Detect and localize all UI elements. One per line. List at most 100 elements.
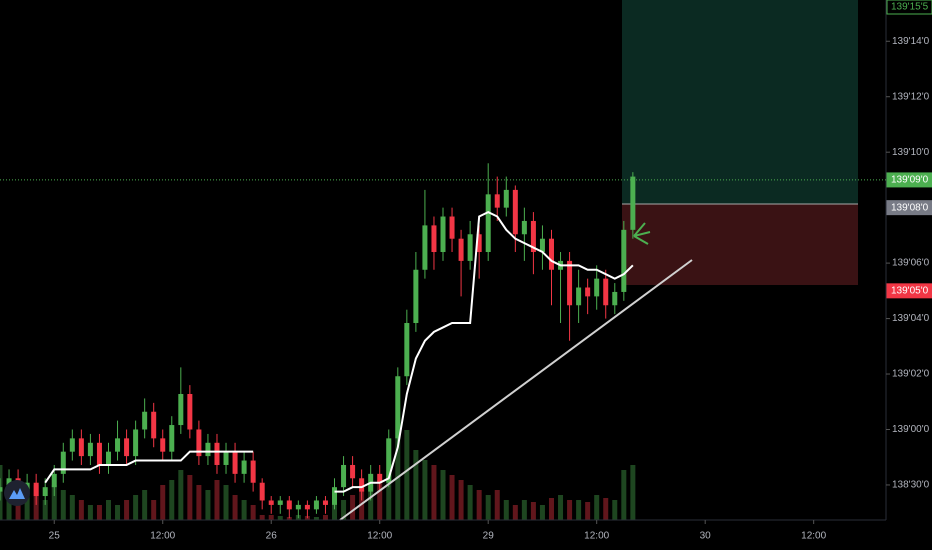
volume-bar xyxy=(124,500,130,520)
candle-body xyxy=(223,451,229,465)
volume-bar xyxy=(259,515,265,520)
volume-bar xyxy=(160,485,166,520)
marks xyxy=(0,163,636,520)
price-label: 139'15'5 xyxy=(891,2,929,13)
volume-bar xyxy=(332,505,338,520)
candle-body xyxy=(476,234,482,253)
price-label: 139'05'0 xyxy=(891,285,929,296)
candle-body xyxy=(431,225,437,253)
candle-body xyxy=(259,482,265,501)
volume-bar xyxy=(422,460,428,520)
candle-body xyxy=(458,238,464,261)
volume-bar xyxy=(395,420,401,520)
volume-bar xyxy=(576,500,582,520)
y-tick-label: 139'14'0 xyxy=(892,36,930,47)
candle-body xyxy=(594,278,600,297)
volume-bar xyxy=(214,480,220,520)
y-tick-label: 139'00'0 xyxy=(892,424,930,435)
volume-bar xyxy=(494,490,500,520)
candle-body xyxy=(78,438,84,457)
candle-body xyxy=(205,442,211,457)
arrow-drawing xyxy=(633,222,651,245)
volume-bar xyxy=(485,495,491,520)
volume-bar xyxy=(78,500,84,520)
candle-body xyxy=(341,464,347,488)
volume-bar xyxy=(169,480,175,520)
volume-bar xyxy=(105,500,111,520)
long-stop-zone xyxy=(622,204,858,285)
volume-bar xyxy=(142,490,148,520)
candle-body xyxy=(96,442,102,465)
volume-bar xyxy=(503,500,509,520)
x-tick-label: 25 xyxy=(49,531,61,542)
volume-bar xyxy=(512,505,518,520)
candle-body xyxy=(585,287,591,297)
volume-bar xyxy=(539,505,545,520)
y-tick-label: 139'12'0 xyxy=(892,91,930,102)
volume-bar xyxy=(458,480,464,520)
candle-body xyxy=(87,442,93,457)
y-tick-label: 139'02'0 xyxy=(892,369,930,380)
x-tick-label: 12:00 xyxy=(367,531,392,542)
vwap-line xyxy=(44,450,254,484)
volume-bar xyxy=(187,475,193,520)
volume-bar xyxy=(313,517,319,520)
candle-body xyxy=(422,225,428,270)
candle-body xyxy=(404,323,410,377)
volume-bar xyxy=(521,500,527,520)
logo-circle xyxy=(4,480,30,506)
volume-bar xyxy=(621,470,627,520)
candle-body xyxy=(286,500,292,510)
candle-body xyxy=(187,393,193,430)
candle-body xyxy=(377,473,383,483)
volume-bar xyxy=(350,495,356,520)
candle-body xyxy=(42,487,48,497)
candle-body xyxy=(395,376,401,439)
candle-body xyxy=(512,189,518,235)
candle-body xyxy=(178,393,184,426)
candle-body xyxy=(449,216,455,239)
volume-bar xyxy=(322,515,328,520)
candle-body xyxy=(196,429,202,457)
volume-bar xyxy=(178,470,184,520)
candle-body xyxy=(467,234,473,261)
volume-bar xyxy=(567,500,573,520)
price-label-box xyxy=(886,0,932,15)
volume-bar xyxy=(42,500,48,520)
vwap-line xyxy=(334,210,634,493)
volume-bar xyxy=(368,485,374,520)
candle-body xyxy=(548,238,554,270)
x-tick-label: 12:00 xyxy=(584,531,609,542)
volume-bar xyxy=(24,495,30,520)
volume-bar xyxy=(594,495,600,520)
y-tick-label: 139'06'0 xyxy=(892,258,930,269)
candle-body xyxy=(277,500,283,505)
volume-bar xyxy=(133,495,139,520)
volume-bar xyxy=(585,502,591,520)
volume-bar xyxy=(558,495,564,520)
candle-body xyxy=(621,229,627,292)
volume-bar xyxy=(286,517,292,520)
candle-body xyxy=(232,451,238,474)
volume-bar xyxy=(69,495,75,520)
candle-body xyxy=(576,287,582,306)
candle-body xyxy=(69,438,75,452)
price-label-box xyxy=(886,200,932,216)
candle-body xyxy=(0,487,3,492)
x-tick-label: 26 xyxy=(266,531,278,542)
candle-body xyxy=(241,460,247,474)
candle-body xyxy=(440,216,446,253)
volume-bar xyxy=(96,505,102,520)
price-label: 139'09'0 xyxy=(891,175,929,186)
candle-body xyxy=(133,429,139,457)
volume-bar xyxy=(277,516,283,520)
candle-body xyxy=(612,291,618,306)
candle-body xyxy=(630,176,636,230)
candle-body xyxy=(105,451,111,465)
volume-bar xyxy=(476,490,482,520)
candle-body xyxy=(386,438,392,483)
candle-body xyxy=(322,500,328,505)
volume-bar xyxy=(250,505,256,520)
